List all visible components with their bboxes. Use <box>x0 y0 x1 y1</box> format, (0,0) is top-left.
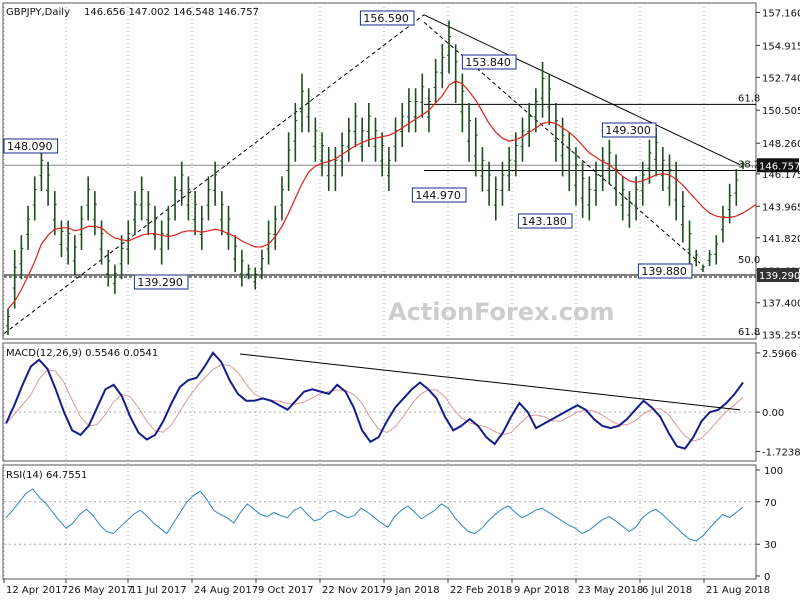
rsi-title: RSI(14) 64.7551 <box>6 470 87 481</box>
fib-level-label: 61.8 <box>738 327 760 338</box>
downtrend-line <box>423 14 741 166</box>
fib-level-label: 61.8 <box>738 93 760 104</box>
annotation-153-box <box>461 54 517 70</box>
rsi-tick-label: 0 <box>764 572 770 583</box>
macd-panel-frame <box>2 342 757 462</box>
annotation-153: 153.840 <box>465 56 511 69</box>
price-tick-label: 135.255 <box>762 330 800 341</box>
annotation-148-box <box>3 138 59 154</box>
date-tick-label: 12 Apr 2017 <box>6 585 68 596</box>
date-tick-label: 9 Oct 2017 <box>258 585 313 596</box>
annotation-high: 156.590 <box>363 12 409 25</box>
price-tick-label: 137.400 <box>762 299 800 310</box>
annotation-148: 148.090 <box>7 140 53 153</box>
label-layer: 156.590 153.840 149.300 144.970 143.180 139.8… <box>3 10 760 338</box>
macd-title: MACD(12,26,9) 0.5546 0.0541 <box>6 348 158 359</box>
fib-level-label: 50.0 <box>738 255 760 266</box>
annotation-149-box <box>601 122 657 138</box>
date-tick-label: 24 Aug 2017 <box>194 585 258 596</box>
rsi-tick-label: 30 <box>764 540 777 551</box>
macd-line <box>5 351 744 450</box>
annotation-144-box <box>411 187 467 203</box>
annotation-139-88-box <box>637 263 693 279</box>
fib-level-label: 38.2 <box>738 160 760 171</box>
macd-tick-label: 2.5966 <box>762 349 797 360</box>
date-tick-label: 11 Jul 2017 <box>130 585 187 596</box>
date-tick-label: 22 Nov 2017 <box>322 585 386 596</box>
date-tick-label: 21 Aug 2018 <box>706 585 770 596</box>
date-tick-label: 23 May 2018 <box>578 585 643 596</box>
price-tick-label: 146.175 <box>762 170 800 181</box>
rsi-tick-label: 100 <box>764 466 783 477</box>
macd-layer <box>4 351 756 450</box>
macd-trendline <box>239 353 741 411</box>
macd-tick-label: 0.00 <box>762 408 784 419</box>
rsi-panel-frame <box>2 464 757 580</box>
annotation-139-29: 139.290 <box>137 276 183 289</box>
annotation-139-29-box <box>133 274 189 290</box>
grid-layer <box>3 3 705 579</box>
rsi-line <box>5 488 744 542</box>
last-price-tag-bg <box>757 158 799 173</box>
price-tick-label: 150.505 <box>762 106 800 117</box>
price-tick-label: 148.260 <box>762 139 800 150</box>
date-tick-label: 26 May 2017 <box>68 585 133 596</box>
price-tick-label: 152.740 <box>762 73 800 84</box>
date-tick-label: 6 Jul 2018 <box>642 585 692 596</box>
support-tag-bg <box>757 267 799 282</box>
rsi-layer <box>4 488 756 545</box>
price-tick-label: 154.915 <box>762 41 800 52</box>
watermark: ActionForex.com <box>388 298 614 326</box>
chart-title: GBPJPY,Daily <box>6 7 70 18</box>
date-tick-label: 9 Jan 2018 <box>386 585 440 596</box>
annotation-149: 149.300 <box>605 124 651 137</box>
price-tick-label: 157.160 <box>762 8 800 19</box>
uptrend-channel-line <box>3 14 425 334</box>
last-price-tag: 146.757 <box>759 161 800 172</box>
annotation-high-box <box>359 10 415 26</box>
rsi-tick-label: 70 <box>764 498 777 509</box>
annotation-143: 143.180 <box>521 215 567 228</box>
annotation-143-box <box>517 213 573 229</box>
annotation-139-88: 139.880 <box>641 265 687 278</box>
price-tick-label: 143.965 <box>762 202 800 213</box>
annotation-144: 144.970 <box>415 189 461 202</box>
macd-tick-label: -1.7238 <box>762 447 800 458</box>
moving-average-line <box>7 80 757 310</box>
ohlc-readout: 146.656 147.002 146.548 146.757 <box>84 7 259 18</box>
price-tick-label: 141.820 <box>762 234 800 245</box>
date-tick-label: 9 Apr 2018 <box>514 585 569 596</box>
date-tick-label: 22 Feb 2018 <box>450 585 512 596</box>
price-layer <box>3 14 757 336</box>
support-tag: 139.290 <box>759 271 800 282</box>
